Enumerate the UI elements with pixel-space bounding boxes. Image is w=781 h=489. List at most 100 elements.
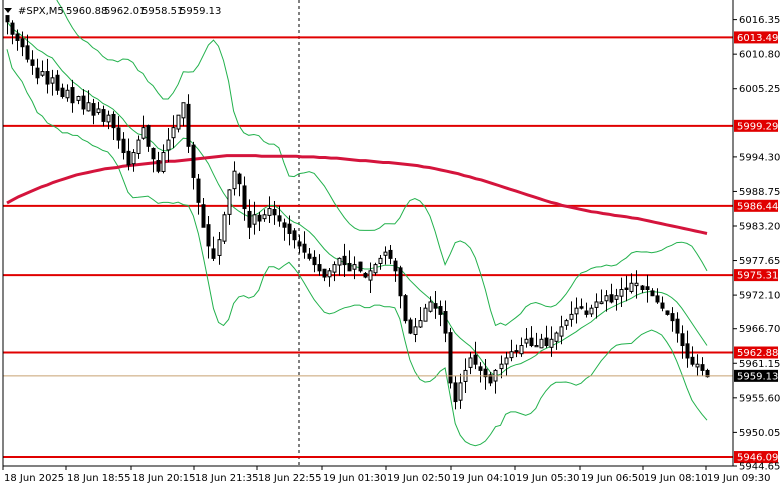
candle-body bbox=[483, 368, 488, 378]
candle-body bbox=[201, 204, 206, 228]
candle-body bbox=[35, 67, 40, 79]
candle-body bbox=[15, 33, 20, 41]
candle-body bbox=[96, 108, 101, 114]
candle-body bbox=[191, 144, 196, 178]
x-tick-label: 19 Jun 06:50 bbox=[581, 473, 645, 484]
candle-body bbox=[151, 147, 156, 160]
ohlc-open: 5960.88 bbox=[66, 6, 107, 17]
candle-body bbox=[478, 366, 483, 371]
candle-body bbox=[524, 338, 529, 344]
candle-body bbox=[423, 307, 428, 322]
candle-body bbox=[176, 114, 181, 130]
candle-body bbox=[579, 306, 584, 309]
y-tick-label: 5955.60 bbox=[739, 393, 780, 404]
candle-body bbox=[206, 224, 211, 247]
y-tick-label: 5988.75 bbox=[739, 187, 780, 198]
ohlc-low: 5958.51 bbox=[142, 6, 183, 17]
candle-body bbox=[65, 89, 70, 99]
y-tick-label: 5944.65 bbox=[739, 462, 780, 473]
candle-body bbox=[347, 262, 352, 272]
candle-body bbox=[161, 152, 166, 172]
level-lines: 6013.49 5999.29 5986.44 5975.31 5962.88 5946.… bbox=[3, 31, 778, 464]
candle-body bbox=[599, 301, 604, 305]
candle-body bbox=[50, 77, 55, 84]
candle-body bbox=[589, 307, 594, 315]
candle-body bbox=[327, 270, 332, 278]
level-label: 5946.09 bbox=[737, 453, 778, 464]
bollinger-upper-band bbox=[56, 0, 708, 327]
candle-body bbox=[267, 208, 272, 216]
candle-body bbox=[549, 338, 554, 348]
candle-body bbox=[302, 243, 307, 253]
candle-body bbox=[156, 160, 161, 172]
x-tick-label: 18 Jun 2025 bbox=[4, 473, 64, 484]
level-label: 5986.44 bbox=[737, 201, 778, 212]
level-label: 5962.88 bbox=[737, 348, 778, 359]
candle-body bbox=[509, 351, 514, 359]
y-tick-label: 5961.15 bbox=[739, 359, 780, 370]
level-label: 5975.31 bbox=[737, 271, 778, 282]
candle-body bbox=[634, 282, 639, 287]
candle-body bbox=[438, 306, 443, 315]
candle-body bbox=[448, 332, 453, 384]
candle-body bbox=[171, 127, 176, 139]
candle-body bbox=[378, 257, 383, 265]
level-label-box bbox=[734, 269, 778, 282]
y-tick-label: 5994.30 bbox=[739, 152, 780, 163]
candle-body bbox=[443, 311, 448, 334]
candle-body bbox=[322, 268, 327, 278]
level-label: 6013.49 bbox=[737, 33, 778, 44]
candle-body bbox=[614, 295, 619, 300]
candle-body bbox=[403, 295, 408, 322]
candle-body bbox=[499, 363, 504, 370]
candle-body bbox=[398, 267, 403, 297]
candle-body bbox=[609, 294, 614, 303]
candle-body bbox=[116, 127, 121, 141]
axes-layer bbox=[2, 0, 737, 470]
level-label-box bbox=[734, 31, 778, 44]
candle-body bbox=[604, 295, 609, 302]
dropdown-triangle-icon[interactable] bbox=[4, 8, 12, 13]
candle-body bbox=[5, 15, 10, 23]
candle-body bbox=[126, 150, 131, 166]
candle-body bbox=[287, 223, 292, 234]
candle-body bbox=[373, 264, 378, 274]
candle-body bbox=[211, 248, 216, 259]
candle-body bbox=[624, 287, 629, 290]
candle-body bbox=[675, 318, 680, 334]
moving-average-line bbox=[6, 154, 708, 235]
candle-body bbox=[594, 301, 599, 308]
candle-body bbox=[232, 170, 237, 190]
candle-body bbox=[262, 214, 267, 220]
candle-body bbox=[655, 295, 660, 303]
candle-body bbox=[307, 253, 312, 259]
candle-body bbox=[217, 239, 222, 256]
x-tick-label: 19 Jun 01:30 bbox=[323, 473, 387, 484]
x-tick-label: 19 Jun 04:10 bbox=[452, 473, 516, 484]
candle-body bbox=[25, 45, 30, 60]
candle-body bbox=[121, 138, 126, 154]
candle-body bbox=[660, 302, 665, 309]
candle-body bbox=[227, 189, 232, 215]
candle-body bbox=[101, 109, 106, 122]
candle-body bbox=[388, 249, 393, 259]
candle-body bbox=[700, 364, 705, 371]
candle-body bbox=[408, 319, 413, 334]
candle-body bbox=[363, 272, 368, 278]
candle-body bbox=[650, 290, 655, 297]
candle-body bbox=[413, 326, 418, 335]
candle-body bbox=[539, 338, 544, 349]
candle-body bbox=[252, 214, 257, 225]
candle-body bbox=[358, 261, 363, 272]
candle-body bbox=[685, 343, 690, 359]
x-tick-label: 19 Jun 05:30 bbox=[516, 473, 580, 484]
current-price-box bbox=[734, 369, 778, 382]
candle-body bbox=[10, 22, 15, 35]
candle-body bbox=[86, 102, 91, 112]
current-price-label: 5959.13 bbox=[737, 371, 778, 382]
candle-body bbox=[368, 270, 373, 281]
candle-body bbox=[70, 87, 75, 104]
